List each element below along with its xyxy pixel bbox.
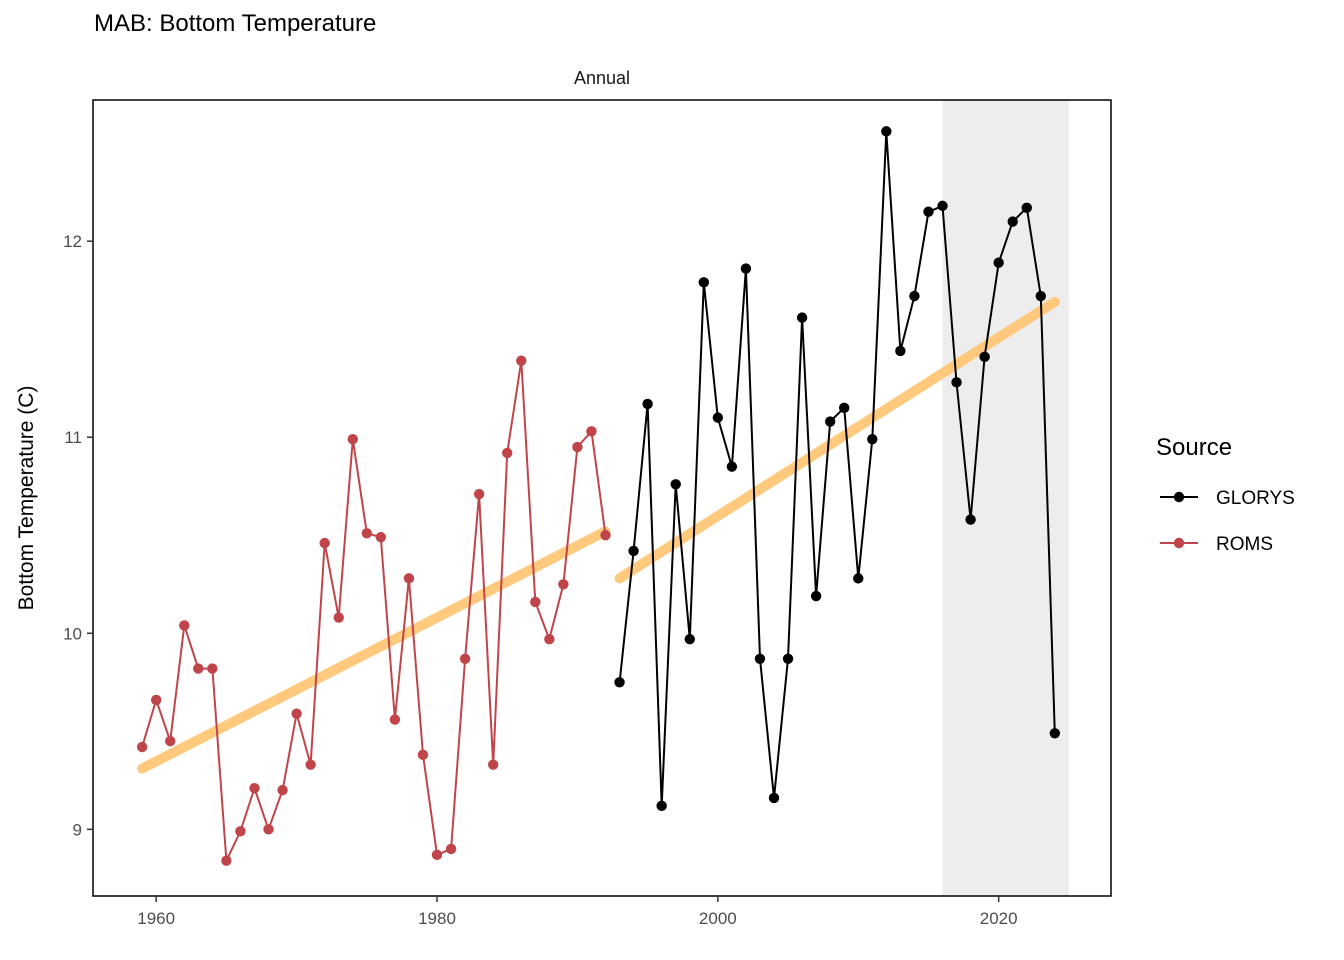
data-point-roms bbox=[319, 537, 330, 549]
legend-key-point-roms bbox=[1173, 537, 1185, 549]
data-point-roms bbox=[558, 579, 569, 590]
data-point-roms bbox=[193, 663, 204, 674]
data-point-glorys bbox=[698, 277, 709, 288]
data-point-roms bbox=[417, 749, 429, 761]
data-point-roms bbox=[586, 426, 597, 437]
data-point-glorys bbox=[628, 545, 639, 557]
data-point-roms bbox=[389, 714, 401, 725]
y-tick-label: 12 bbox=[63, 232, 82, 251]
data-point-roms bbox=[572, 441, 583, 453]
data-point-roms bbox=[544, 633, 555, 645]
series-line-roms bbox=[141, 360, 607, 865]
data-point-roms bbox=[403, 573, 415, 584]
data-point-roms bbox=[530, 596, 541, 608]
data-point-glorys bbox=[1007, 216, 1018, 227]
data-point-roms bbox=[136, 741, 148, 753]
data-point-roms bbox=[431, 849, 443, 861]
data-point-glorys bbox=[923, 206, 934, 217]
data-point-roms bbox=[502, 447, 513, 459]
data-point-glorys bbox=[768, 792, 780, 804]
legend: Source GLORYS ROMS bbox=[1156, 434, 1295, 555]
data-point-roms bbox=[600, 530, 611, 541]
data-point-roms bbox=[291, 708, 302, 719]
data-point-glorys bbox=[1021, 202, 1032, 214]
data-point-roms bbox=[361, 528, 373, 539]
data-point-glorys bbox=[937, 200, 948, 212]
x-tick-label: 2020 bbox=[980, 909, 1018, 928]
data-point-glorys bbox=[993, 257, 1004, 268]
legend-label-roms: ROMS bbox=[1216, 534, 1273, 555]
data-point-glorys bbox=[881, 126, 892, 137]
y-tick-label: 9 bbox=[73, 820, 82, 839]
data-point-glorys bbox=[684, 633, 695, 645]
x-tick-label: 2000 bbox=[699, 909, 737, 928]
data-point-glorys bbox=[867, 433, 878, 445]
data-point-roms bbox=[459, 653, 471, 664]
data-point-glorys bbox=[782, 653, 794, 664]
data-point-glorys bbox=[895, 345, 906, 357]
data-point-roms bbox=[150, 694, 162, 706]
panel-border bbox=[92, 99, 1112, 897]
data-point-roms bbox=[445, 843, 457, 855]
data-point-glorys bbox=[754, 653, 766, 664]
trend-line-2 bbox=[614, 296, 1060, 584]
data-point-glorys bbox=[796, 312, 808, 323]
data-point-glorys bbox=[965, 514, 976, 525]
x-tick-label: 1980 bbox=[418, 909, 456, 928]
data-point-roms bbox=[235, 826, 246, 837]
data-point-glorys bbox=[726, 461, 738, 472]
x-tick-label: 1960 bbox=[137, 909, 175, 928]
data-point-roms bbox=[221, 855, 232, 866]
data-point-roms bbox=[165, 735, 176, 747]
data-point-roms bbox=[347, 433, 358, 445]
data-point-roms bbox=[263, 824, 274, 835]
data-point-glorys bbox=[824, 416, 836, 427]
y-tick-label: 10 bbox=[63, 624, 82, 643]
series-line-glorys bbox=[618, 131, 1056, 806]
data-point-glorys bbox=[951, 377, 962, 388]
data-point-roms bbox=[473, 488, 485, 500]
data-point-glorys bbox=[1049, 728, 1061, 739]
data-point-glorys bbox=[1035, 290, 1046, 302]
facet-strip-label: Annual bbox=[574, 68, 630, 88]
data-point-glorys bbox=[853, 573, 864, 584]
data-point-glorys bbox=[740, 263, 752, 274]
data-point-roms bbox=[487, 759, 499, 770]
data-point-glorys bbox=[670, 479, 681, 490]
legend-label-glorys: GLORYS bbox=[1216, 488, 1295, 509]
data-point-roms bbox=[333, 612, 344, 623]
data-point-glorys bbox=[656, 800, 667, 812]
data-point-glorys bbox=[810, 590, 822, 602]
legend-title: Source bbox=[1156, 434, 1232, 461]
data-point-roms bbox=[277, 784, 288, 796]
y-tick-label: 11 bbox=[64, 428, 82, 447]
data-point-glorys bbox=[712, 412, 724, 423]
plot-panel: 1960 1980 2000 2020 9 10 11 12 bbox=[63, 99, 1112, 928]
chart-title: MAB: Bottom Temperature bbox=[94, 10, 377, 37]
data-point-glorys bbox=[839, 402, 850, 414]
data-point-glorys bbox=[642, 398, 653, 410]
data-point-roms bbox=[249, 782, 260, 794]
data-point-roms bbox=[207, 663, 218, 674]
trend-line-1 bbox=[137, 526, 611, 774]
data-point-roms bbox=[516, 355, 527, 366]
y-axis-title: Bottom Temperature (C) bbox=[15, 386, 38, 611]
data-point-glorys bbox=[614, 677, 625, 688]
data-point-glorys bbox=[909, 290, 920, 302]
legend-key-point-glorys bbox=[1173, 491, 1185, 503]
shaded-region bbox=[942, 100, 1069, 896]
data-point-glorys bbox=[979, 351, 990, 363]
data-point-roms bbox=[305, 759, 316, 770]
data-point-roms bbox=[375, 532, 387, 543]
data-point-roms bbox=[179, 620, 190, 631]
